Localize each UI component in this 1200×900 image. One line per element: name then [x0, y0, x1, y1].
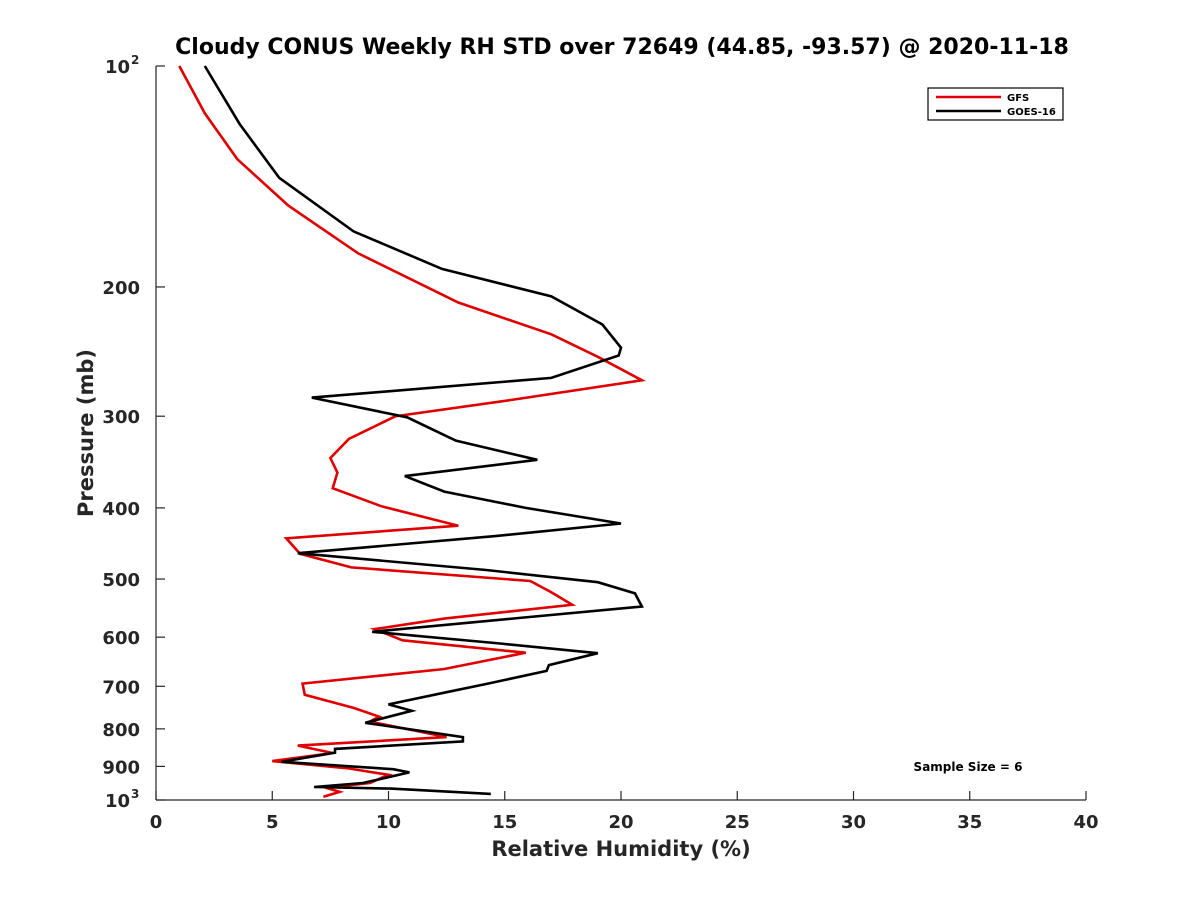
series-line-goes-16: [203, 65, 644, 796]
series-layer: [178, 65, 646, 799]
x-tick-label-3: 15: [492, 812, 517, 833]
x-tick-label-5: 25: [725, 812, 750, 833]
x-tick-label-7: 35: [957, 812, 982, 833]
sample-size-annotation: Sample Size = 6: [914, 760, 1023, 774]
chart-title: Cloudy CONUS Weekly RH STD over 72649 (4…: [175, 35, 1069, 60]
x-tick-label-6: 30: [841, 812, 866, 833]
y-tick-label-5: 600: [102, 628, 140, 649]
legend: GFS GOES-16: [927, 87, 1064, 121]
x-tick-label-8: 40: [1073, 812, 1098, 833]
y-tick-label-exp-9: 3: [131, 787, 139, 801]
y-tick-label-1: 200: [102, 278, 140, 299]
legend-label-goes-16: GOES-16: [1007, 107, 1056, 118]
y-tick-label-9: 10: [105, 791, 130, 812]
y-axis-label: Pressure (mb): [74, 349, 98, 517]
y-tick-label-exp-0: 2: [131, 53, 139, 67]
x-tick-label-2: 10: [376, 812, 401, 833]
legend-label-gfs: GFS: [1007, 93, 1029, 104]
y-tick-label-6: 700: [102, 677, 140, 698]
y-tick-label-3: 400: [102, 499, 140, 520]
y-tick-label-7: 800: [102, 720, 140, 741]
y-tick-label-4: 500: [102, 570, 140, 591]
plot-area: [156, 66, 1086, 800]
x-axis-label: Relative Humidity (%): [491, 837, 750, 861]
x-tick-label-1: 5: [266, 812, 279, 833]
legend-box: [927, 87, 1064, 121]
y-tick-label-2: 300: [102, 407, 140, 428]
x-tick-label-0: 0: [150, 812, 163, 833]
y-tick-label-8: 900: [102, 757, 140, 778]
x-axis-ticks: 0 5 10 15 20 25 30 35 40: [150, 791, 1099, 833]
y-tick-label-0: 10: [105, 57, 130, 78]
x-tick-label-4: 20: [608, 812, 633, 833]
